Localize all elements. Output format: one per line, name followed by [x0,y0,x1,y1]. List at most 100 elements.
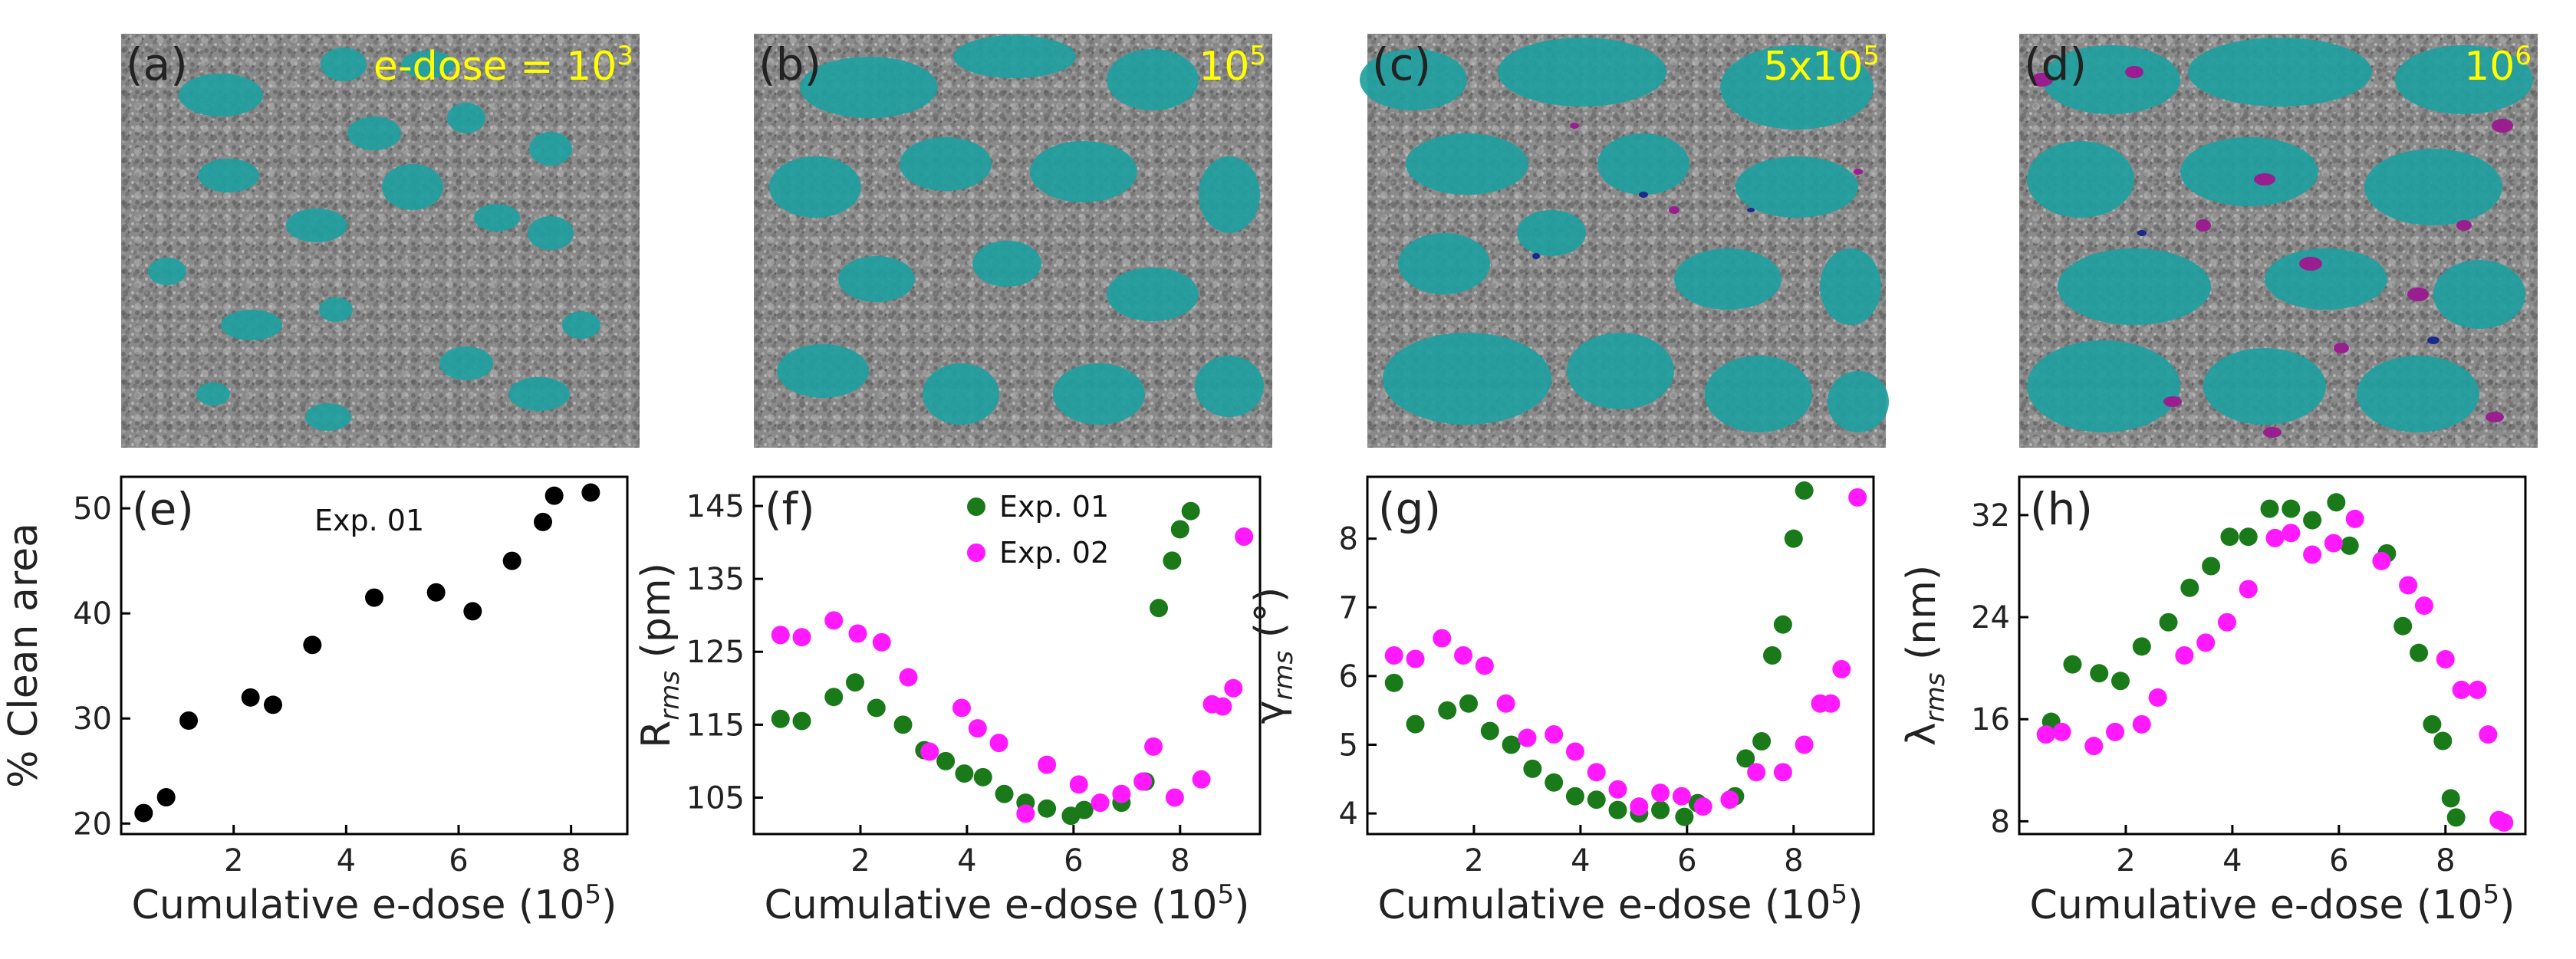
data-point [1587,790,1606,810]
y-tick-label: 16 [1971,702,2010,737]
x-tick-label: 8 [1170,843,1189,879]
data-point [2441,789,2460,808]
data-point [1752,732,1772,751]
data-point [1545,773,1564,792]
data-point [771,709,790,728]
data-point [2436,649,2455,668]
chart-panel-label: (h) [2030,483,2093,535]
micrograph-a: (a) e-dose = 103 [121,34,640,448]
data-point [936,751,956,770]
data-point [1496,694,1515,713]
y-tick-label: 8 [1339,522,1358,557]
chart-panel-label: (f) [765,483,815,535]
data-point [968,719,987,738]
x-axis-label: Cumulative e-dose (105) [132,879,617,928]
contamination-regions [1570,123,1863,214]
data-point [824,688,844,707]
y-tick-label: 20 [73,806,112,842]
clean-regions [2027,38,2533,432]
chart-panel-label: (g) [1378,483,1441,535]
data-point [848,624,867,643]
data-point [1763,646,1781,665]
x-tick-label: 6 [2329,843,2348,879]
clean-regions [769,35,1264,425]
y-tick-label: 135 [686,562,745,597]
data-point [1672,787,1691,806]
y-tick-label: 125 [686,635,745,670]
data-point [2410,643,2429,662]
x-tick-label: 6 [1064,843,1083,879]
data-point [2036,725,2055,744]
x-tick-label: 4 [957,843,976,879]
legend-label: Exp. 02 [999,536,1109,570]
data-point [2148,688,2167,707]
data-point [1502,735,1521,754]
data-point [1523,759,1542,778]
micrograph-dose-label: 105 [1199,41,1266,90]
data-point [2265,528,2285,547]
data-point [1163,551,1182,570]
data-point [2052,722,2071,741]
data-point [156,788,176,807]
x-tick-label: 4 [2222,843,2242,879]
data-point [867,698,886,718]
data-point [1693,797,1712,816]
x-tick-label: 8 [561,843,581,879]
x-axis-label: Cumulative e-dose (105) [765,879,1250,928]
x-tick-label: 2 [224,843,243,879]
data-point [1795,481,1814,500]
data-point [792,711,811,731]
data-point [1587,763,1606,782]
micrograph-panel-label: (b) [758,38,821,90]
data-point [1651,783,1670,803]
y-tick-label: 115 [686,708,745,743]
data-point [463,602,482,621]
y-tick-label: 6 [1339,659,1358,695]
y-axis-label: Rrms (pm) [633,563,686,748]
data-point [1150,599,1168,618]
data-point [1608,800,1627,819]
micrograph-panel-label: (c) [1372,38,1431,90]
data-point [1091,793,1110,813]
micrograph-d: (d) 106 [2019,34,2538,448]
data-point [1454,646,1473,665]
data-point [973,767,992,787]
y-axis-label: λrms (nm) [1899,565,1951,746]
data-point [952,698,971,718]
data-point [824,611,844,630]
data-point [502,551,521,570]
data-point [2196,633,2216,652]
data-point [1235,527,1254,546]
data-point [1165,788,1184,807]
data-point [1736,749,1755,768]
micrograph-panel-label: (d) [2024,38,2087,90]
y-tick-label: 7 [1339,590,1358,626]
legend-marker [967,498,985,516]
plot-frame [752,475,1262,836]
data-point [241,688,260,707]
x-tick-label: 2 [2116,843,2135,879]
data-point [2345,509,2364,528]
data-point [1832,659,1851,678]
data-point [2159,613,2178,632]
data-point [2468,680,2487,699]
data-point [2132,637,2151,656]
data-point [1038,799,1057,818]
data-point [2495,813,2514,833]
micrograph-panel-label: (a) [126,38,188,90]
data-point [2303,545,2322,564]
data-point [1848,488,1867,507]
y-tick-label: 24 [1971,600,2010,636]
data-point [1565,742,1584,761]
x-tick-label: 4 [337,843,356,879]
data-point [2303,511,2322,530]
data-point [2327,493,2346,512]
data-point [1384,673,1403,692]
y-tick-label: 145 [686,489,745,524]
chart-clean-area: 2 4 6 8 20 30 40 50 Cumulative e-dose (105) % Cle… [1,475,629,928]
data-point [1608,780,1627,799]
data-point [1224,678,1243,698]
data-point [179,711,198,730]
x-axis-label: Cumulative e-dose (105) [1378,879,1864,928]
